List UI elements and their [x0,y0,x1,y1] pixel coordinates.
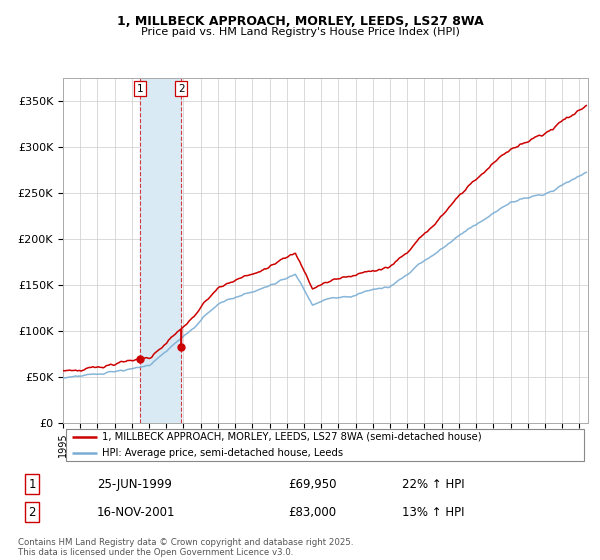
Text: HPI: Average price, semi-detached house, Leeds: HPI: Average price, semi-detached house,… [103,447,343,458]
Text: Contains HM Land Registry data © Crown copyright and database right 2025.: Contains HM Land Registry data © Crown c… [18,538,353,547]
Text: 2: 2 [178,83,185,94]
FancyBboxPatch shape [65,428,584,461]
Text: 1, MILLBECK APPROACH, MORLEY, LEEDS, LS27 8WA: 1, MILLBECK APPROACH, MORLEY, LEEDS, LS2… [116,15,484,28]
Text: Price paid vs. HM Land Registry's House Price Index (HPI): Price paid vs. HM Land Registry's House … [140,27,460,38]
Text: 16-NOV-2001: 16-NOV-2001 [97,506,175,519]
Text: This data is licensed under the Open Government Licence v3.0.: This data is licensed under the Open Gov… [18,548,293,557]
Text: 2: 2 [28,506,36,519]
Text: £69,950: £69,950 [289,478,337,491]
Bar [140,78,181,423]
Text: £83,000: £83,000 [289,506,337,519]
Text: 25-JUN-1999: 25-JUN-1999 [97,478,172,491]
Text: 13% ↑ HPI: 13% ↑ HPI [401,506,464,519]
Text: 22% ↑ HPI: 22% ↑ HPI [401,478,464,491]
Text: 1: 1 [137,83,143,94]
Text: 1, MILLBECK APPROACH, MORLEY, LEEDS, LS27 8WA (semi-detached house): 1, MILLBECK APPROACH, MORLEY, LEEDS, LS2… [103,432,482,442]
Text: 1: 1 [28,478,36,491]
